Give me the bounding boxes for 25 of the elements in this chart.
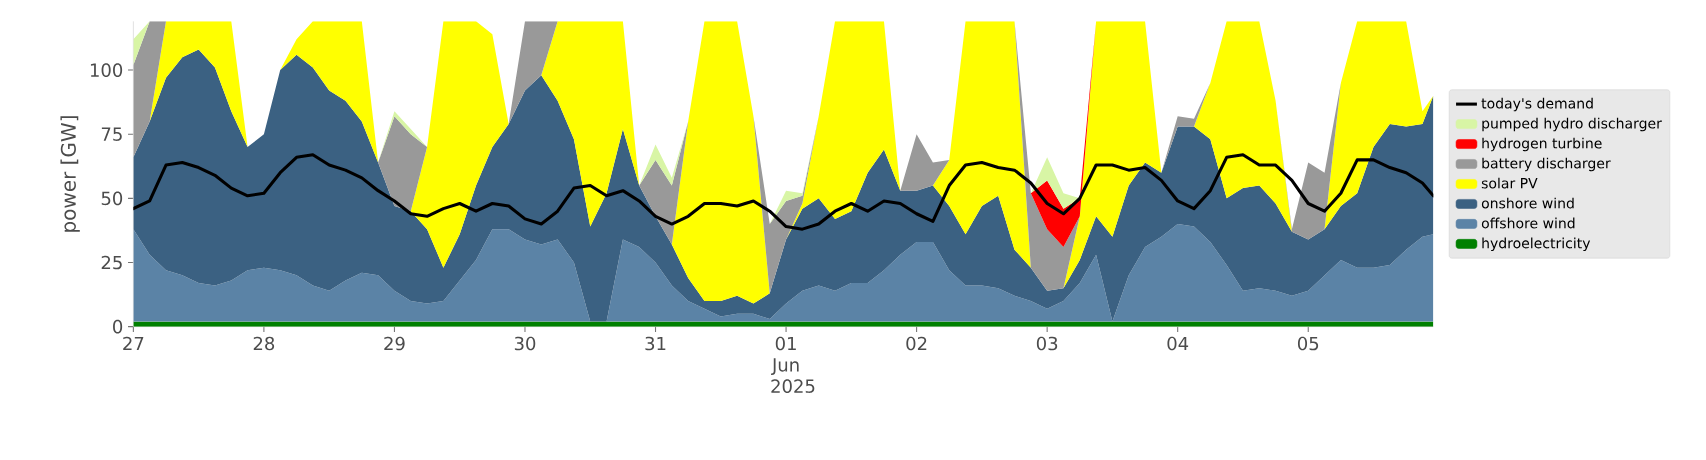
legend-label: onshore wind	[1481, 197, 1574, 209]
y-tick-label: 25	[101, 255, 122, 270]
line-series	[133, 153, 1434, 231]
y-tick-label: 75	[101, 127, 122, 141]
x-tick-label: 01 Jun 2025	[771, 336, 815, 393]
legend-label: offshore wind	[1481, 217, 1575, 229]
x-tick-label: 04	[1167, 336, 1189, 351]
legend-label: battery discharger	[1482, 157, 1611, 172]
x-tick-label: 31	[645, 336, 666, 351]
x-tick-label: 30	[514, 336, 536, 351]
x-tick-label: 29	[384, 336, 405, 351]
legend-label: solar PV	[1481, 177, 1538, 189]
x-tick-label: 02	[906, 336, 927, 351]
x-tick-label: 27	[123, 336, 144, 351]
legend-label: hydrogen turbine	[1482, 137, 1602, 152]
legend-label: pumped hydro discharger	[1482, 117, 1662, 132]
y-tick-label: 100	[90, 63, 123, 77]
y-tick-label: 0	[113, 319, 123, 334]
legend-label: today's demand	[1481, 97, 1593, 112]
y-tick-label: 50	[101, 191, 123, 206]
x-tick-label: 28	[253, 336, 275, 351]
legend-label: hydroelectricity	[1482, 237, 1591, 252]
y-axis-title: power [GW]	[60, 116, 80, 232]
x-tick-label: 03	[1036, 336, 1058, 351]
x-tick-label: 05	[1297, 336, 1319, 351]
